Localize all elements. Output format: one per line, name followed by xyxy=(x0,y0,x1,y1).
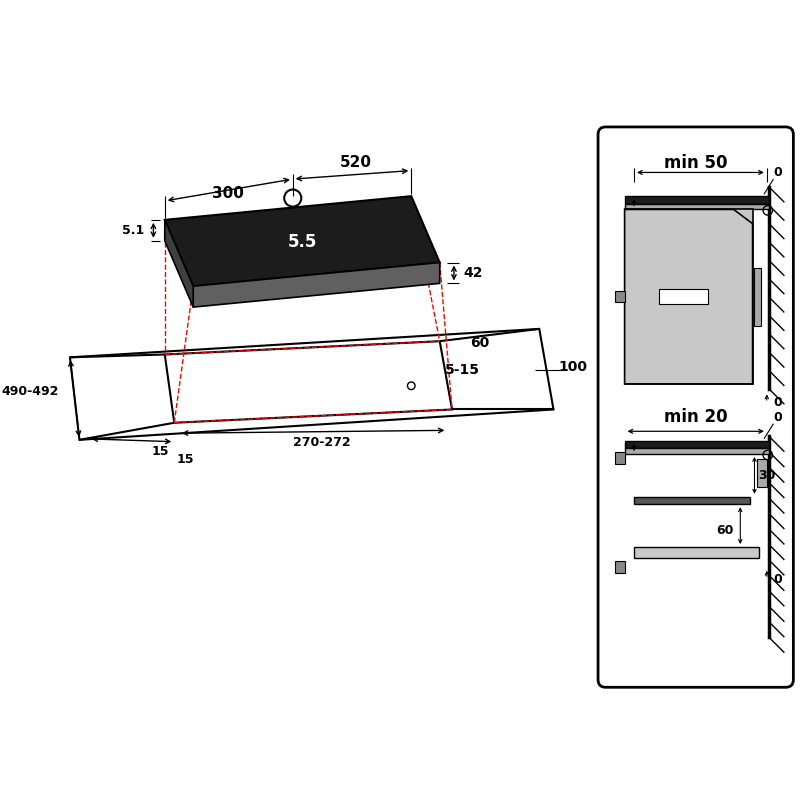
Bar xyxy=(625,196,769,204)
Polygon shape xyxy=(165,342,452,422)
Text: 60: 60 xyxy=(470,336,490,350)
Polygon shape xyxy=(165,196,440,286)
Bar xyxy=(615,291,625,302)
Text: 300: 300 xyxy=(212,186,244,201)
Text: 0: 0 xyxy=(774,166,782,179)
Text: 30: 30 xyxy=(758,470,776,482)
Bar xyxy=(625,210,753,384)
Bar xyxy=(634,497,750,504)
Bar xyxy=(625,204,769,210)
Text: 0: 0 xyxy=(774,573,782,586)
Polygon shape xyxy=(165,220,194,307)
Polygon shape xyxy=(625,210,753,384)
Bar xyxy=(615,561,625,573)
Bar xyxy=(625,448,769,454)
Text: 60: 60 xyxy=(717,524,734,538)
Text: 0: 0 xyxy=(774,396,782,410)
Text: 270-272: 270-272 xyxy=(294,436,351,449)
Text: 0: 0 xyxy=(774,410,782,424)
Text: 15: 15 xyxy=(177,453,194,466)
Polygon shape xyxy=(70,329,554,440)
Text: 100: 100 xyxy=(558,360,587,374)
Bar xyxy=(758,458,767,487)
Text: 5.1: 5.1 xyxy=(122,224,144,237)
Text: 15: 15 xyxy=(151,445,169,458)
Text: 5-15: 5-15 xyxy=(445,362,479,377)
Bar xyxy=(634,547,759,558)
FancyBboxPatch shape xyxy=(598,127,794,687)
Text: min 50: min 50 xyxy=(664,154,727,172)
Text: 5.5: 5.5 xyxy=(287,233,317,250)
Polygon shape xyxy=(194,262,440,307)
Text: min 20: min 20 xyxy=(664,408,727,426)
Bar xyxy=(625,441,769,448)
Text: 42: 42 xyxy=(463,266,483,280)
Text: 490-492: 490-492 xyxy=(2,385,58,398)
Bar xyxy=(754,268,761,326)
Text: 520: 520 xyxy=(340,155,372,170)
Bar xyxy=(615,452,625,463)
Bar xyxy=(658,289,708,304)
